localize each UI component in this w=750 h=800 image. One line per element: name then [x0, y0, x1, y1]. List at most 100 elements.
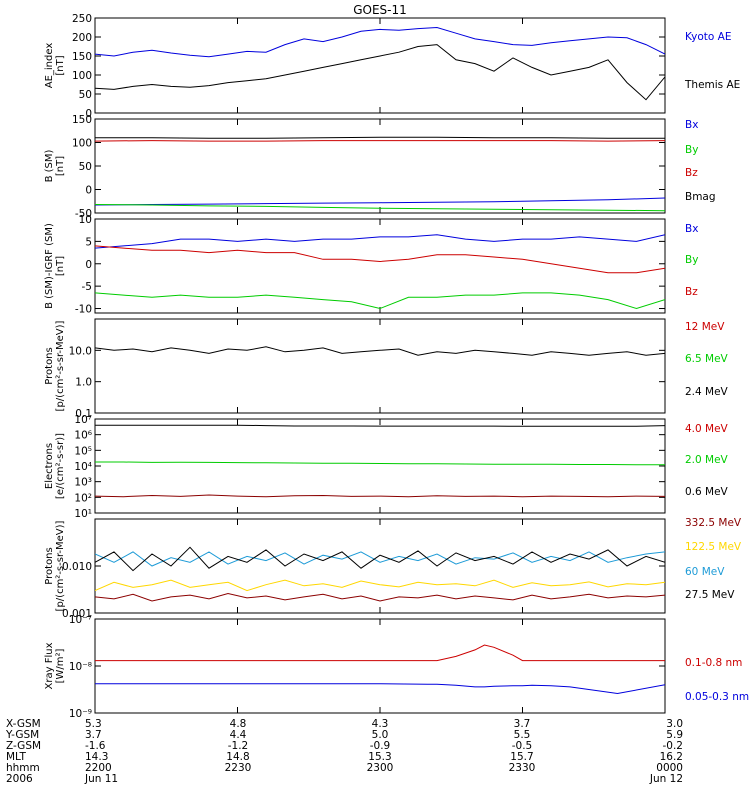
legend-label: 6.5 MeV	[685, 353, 729, 365]
panel-2: -50 0 50 100 150 B (SM)[nT] Bx By Bz Bmag	[44, 114, 716, 220]
y-tick-label: 150	[72, 51, 92, 63]
series-line-bx	[95, 234, 665, 249]
series-line-0-05-0-3-nm	[95, 683, 665, 695]
y-tick-label: 10³	[74, 477, 92, 489]
series-line-themis-ae	[95, 44, 665, 101]
legend-label: 2.4 MeV	[685, 386, 729, 398]
footer-value: -1.2	[228, 740, 249, 752]
footer-value: 2230	[225, 762, 252, 774]
y-tick-label: 10⁴	[74, 461, 92, 473]
panel-3: -10 -5 0 5 10 B (SM)-IGRF (SM)[nT] Bx By Bz	[44, 214, 698, 316]
footer-value: 15.3	[368, 751, 391, 763]
y-axis-label: Xray Flux[W/m²]	[44, 642, 66, 689]
series-line-by	[95, 204, 665, 212]
legend-label: Bx	[685, 223, 698, 235]
series-line-27-5-mev	[95, 546, 665, 572]
panel-frame	[94, 218, 666, 314]
y-tick-label: 200	[72, 32, 92, 44]
series-line-bmag	[95, 136, 665, 139]
legend-label: 2.0 MeV	[685, 454, 729, 466]
series-line-0-6-mev	[95, 424, 665, 427]
footer-value: 3.7	[85, 729, 102, 741]
y-tick-label: 10⁻⁷	[69, 614, 92, 626]
footer-value: 14.3	[85, 751, 108, 763]
series-line-kyoto-ae	[95, 26, 665, 58]
footer-value: 4.4	[230, 729, 247, 741]
series-line-bz	[95, 140, 665, 142]
footer-value: 0000	[656, 762, 683, 774]
y-axis-label: AE_index[nT]	[44, 43, 66, 89]
y-tick-label: 50	[79, 89, 92, 101]
legend-label: Bz	[685, 286, 698, 298]
series-line-122-5-mev	[95, 579, 665, 592]
y-axis-label: Protons[p/(cm²-s-sr-MeV)]	[44, 320, 66, 411]
legend-label: 27.5 MeV	[685, 589, 735, 601]
y-tick-label: 100	[72, 70, 92, 82]
y-tick-label: 0	[85, 259, 92, 271]
footer-value: -1.6	[85, 740, 106, 752]
panel-frame	[94, 618, 666, 714]
y-axis-label: B (SM)-IGRF (SM)[nT]	[44, 223, 66, 309]
y-tick-label: 100	[72, 138, 92, 150]
legend-label: 0.6 MeV	[685, 486, 729, 498]
panel-1: 0 50 100 150 200 250 AE_index[nT] Kyoto AE Themi…	[44, 13, 740, 120]
series-line-by	[95, 292, 665, 310]
y-axis-label: Electrons[e/(cm²-s-sr)]	[44, 433, 66, 499]
legend-label: Bz	[685, 167, 698, 179]
y-tick-label: 0	[85, 185, 92, 197]
footer-value: 2300	[367, 762, 394, 774]
footer-value: Jun 12	[649, 773, 683, 785]
y-tick-label: 50	[79, 161, 92, 173]
footer-row-label: MLT	[6, 751, 26, 763]
legend-label: By	[685, 254, 698, 266]
legend-label: Kyoto AE	[685, 31, 731, 43]
panel-7: 10⁻⁹ 10⁻⁸ 10⁻⁷ Xray Flux[W/m²] 0.1-0.8 nm 0.0…	[44, 614, 749, 720]
footer-value: 2330	[509, 762, 536, 774]
y-tick-label: 0.010	[62, 561, 92, 573]
footer-row-label: X-GSM	[6, 718, 41, 730]
legend-label: 0.05-0.3 nm	[685, 691, 749, 703]
y-tick-label: 1.0	[75, 377, 92, 389]
series-line-0-1-0-8-nm	[95, 644, 665, 662]
y-tick-label: -50	[75, 208, 92, 220]
footer-value: -0.5	[512, 740, 533, 752]
y-tick-label: 10	[79, 214, 92, 226]
footer-value: 5.3	[85, 718, 102, 730]
y-tick-label: 250	[72, 13, 92, 25]
legend-label: 332.5 MeV	[685, 517, 742, 529]
y-tick-label: 10²	[74, 492, 92, 504]
footer-value: 14.8	[226, 751, 249, 763]
footer-row-label: 2006	[6, 773, 33, 785]
chart-title: GOES-11	[353, 3, 407, 17]
footer-value: 16.2	[660, 751, 683, 763]
series-line-2-0-mev	[95, 461, 665, 466]
footer-row-label: Y-GSM	[5, 729, 39, 741]
y-tick-label: 0.1	[75, 408, 92, 420]
y-tick-label: 5	[85, 236, 92, 248]
panel-5: 10¹ 10² 10³ 10⁴ 10⁵ 10⁶ 10⁷ Electrons[e/(cm²-s-…	[44, 414, 729, 520]
panel-frame	[94, 518, 666, 614]
legend-label: 12 MeV	[685, 321, 725, 333]
legend-label: 60 MeV	[685, 566, 725, 578]
footer-value: 4.3	[372, 718, 389, 730]
panel-frame	[94, 118, 666, 214]
footer-value: 15.7	[510, 751, 533, 763]
footer-value: 3.7	[514, 718, 531, 730]
y-tick-label: 10⁶	[74, 430, 92, 442]
y-tick-label: 10⁷	[74, 414, 92, 426]
footer-value: Jun 11	[84, 773, 118, 785]
footer-row-label: hhmm	[6, 762, 40, 774]
series-line-bx	[95, 197, 665, 206]
legend-label: 122.5 MeV	[685, 541, 742, 553]
panel-frame	[94, 17, 666, 114]
y-tick-label: -10	[75, 304, 92, 316]
series-line-332-5-mev	[95, 592, 665, 602]
panel-frame	[94, 318, 666, 414]
footer-value: 5.9	[666, 729, 683, 741]
legend-label: Bmag	[685, 191, 716, 203]
footer-value: -0.2	[663, 740, 684, 752]
y-axis-label: Protons[p/(cm²-s-sr-MeV)]	[44, 520, 66, 611]
y-tick-label: 10.0	[69, 345, 92, 357]
